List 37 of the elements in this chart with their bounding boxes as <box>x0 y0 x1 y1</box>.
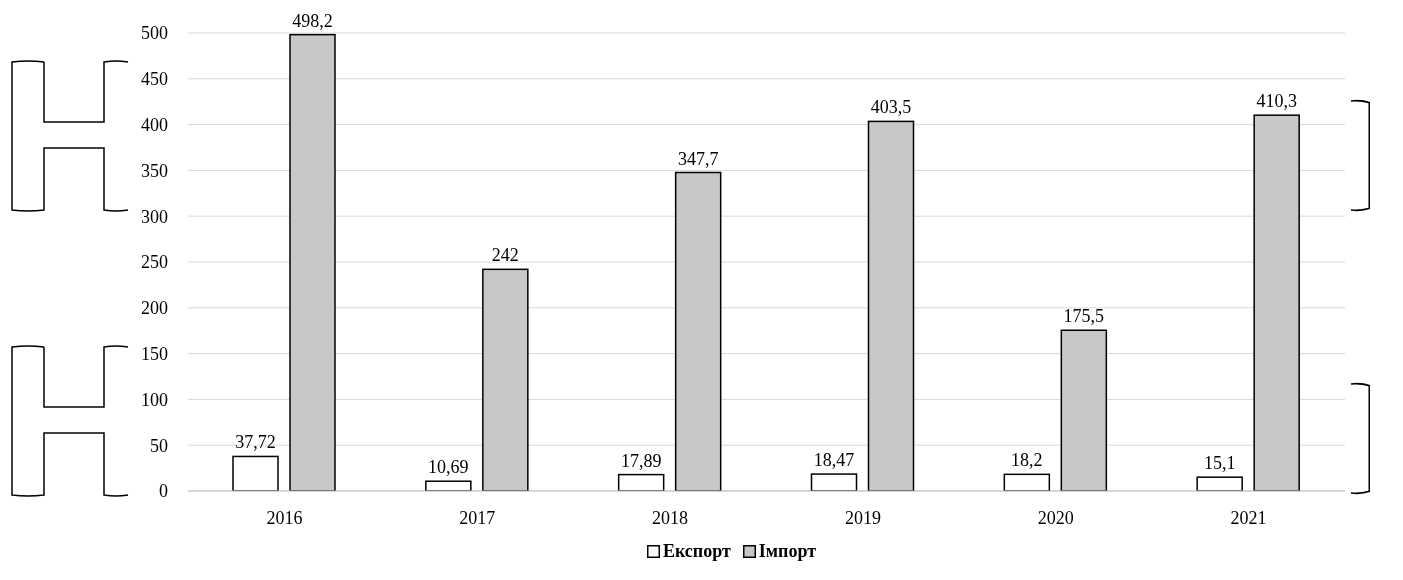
data-label: 498,2 <box>292 10 333 31</box>
data-label: 242 <box>491 245 519 266</box>
data-label: 15,1 <box>1203 453 1236 474</box>
data-label: 37,72 <box>235 432 276 453</box>
data-label: 403,5 <box>870 97 912 118</box>
data-label: 175,5 <box>1063 306 1105 327</box>
y-tick-label: 50 <box>150 435 168 456</box>
y-tick-label: 400 <box>141 114 168 135</box>
data-label: 17,89 <box>620 450 662 471</box>
y-tick-label: 450 <box>141 69 168 90</box>
x-tick-label: 2016 <box>266 507 303 528</box>
x-tick-label: 2019 <box>844 507 881 528</box>
data-label: 10,69 <box>428 457 469 478</box>
x-tick-label: 2018 <box>652 507 689 528</box>
bar <box>617 473 665 491</box>
y-tick-label: 200 <box>141 298 168 319</box>
bar <box>425 480 472 491</box>
bar <box>810 473 858 491</box>
y-tick-label: 350 <box>141 160 168 181</box>
bar <box>232 455 279 491</box>
y-tick-label: 300 <box>141 206 168 227</box>
legend-label: Експорт <box>662 541 731 562</box>
x-tick-label: 2017 <box>459 507 496 528</box>
bar <box>1003 473 1051 491</box>
data-label: 18,47 <box>813 450 855 471</box>
x-tick-label: 2020 <box>1037 507 1074 528</box>
y-tick-label: 150 <box>141 343 168 364</box>
legend-label: Імпорт <box>758 541 817 562</box>
y-tick-label: 250 <box>141 252 168 273</box>
y-tick-label: 100 <box>141 389 168 410</box>
bar <box>1196 476 1243 491</box>
data-label: 18,2 <box>1011 450 1043 471</box>
x-tick-label: 2021 <box>1230 507 1267 528</box>
data-label: 410,3 <box>1256 91 1297 112</box>
data-label: 347,7 <box>677 148 719 169</box>
y-tick-label: 500 <box>141 23 168 44</box>
y-tick-label: 0 <box>159 481 168 502</box>
